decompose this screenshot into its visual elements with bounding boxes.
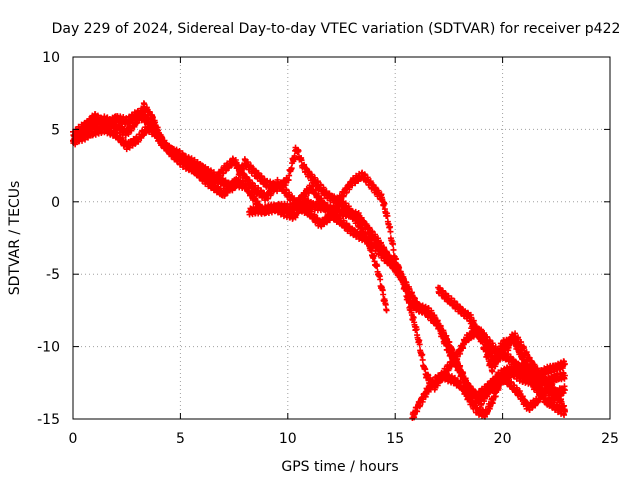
- x-tick-label: 20: [494, 431, 512, 447]
- data-point: [390, 246, 397, 253]
- data-marks: [70, 100, 568, 422]
- x-axis-label: GPS time / hours: [281, 459, 398, 475]
- data-point: [459, 371, 466, 378]
- data-point: [381, 244, 388, 251]
- y-tick-label: -10: [37, 340, 60, 356]
- chart-title: Day 229 of 2024, Sidereal Day-to-day VTE…: [52, 21, 621, 37]
- y-tick-label: 5: [51, 122, 60, 138]
- data-point: [425, 372, 432, 379]
- data-point: [371, 252, 378, 259]
- data-point: [521, 345, 528, 352]
- y-tick-label: -15: [37, 412, 60, 428]
- data-point: [399, 276, 406, 283]
- data-point: [413, 326, 420, 333]
- data-point: [374, 262, 381, 269]
- x-tick-label: 10: [279, 431, 297, 447]
- data-point: [561, 360, 568, 367]
- data-point: [390, 241, 397, 248]
- x-tick-label: 25: [601, 431, 619, 447]
- x-tick-label: 5: [176, 431, 185, 447]
- x-tick-label: 15: [386, 431, 404, 447]
- y-tick-label: 10: [42, 50, 60, 66]
- data-point: [380, 291, 387, 298]
- data-point: [419, 351, 426, 358]
- data-point: [561, 372, 568, 379]
- x-tick-label: 0: [69, 431, 78, 447]
- data-point: [298, 157, 305, 164]
- y-axis-label: SDTVAR / TECUs: [7, 181, 23, 296]
- data-point: [383, 307, 390, 314]
- data-point: [295, 147, 302, 154]
- y-tick-label: -5: [46, 267, 60, 283]
- data-point: [403, 279, 410, 286]
- axes-ticks: 0 5 10 15 20 25 -15 -10 -5 0 5 10: [37, 50, 619, 447]
- plot-frame: [72, 56, 611, 420]
- data-point: [505, 344, 512, 351]
- series-track-7: [467, 318, 566, 400]
- data-point: [141, 101, 148, 108]
- data-point: [416, 341, 423, 348]
- data-point: [495, 385, 502, 392]
- data-point: [377, 276, 384, 283]
- y-tick-label: 0: [51, 195, 60, 211]
- data-point: [492, 363, 499, 370]
- data-point: [559, 387, 566, 394]
- data-point: [437, 325, 444, 332]
- data-point: [419, 356, 426, 363]
- data-point: [249, 190, 256, 197]
- data-point: [558, 398, 565, 405]
- data-point: [286, 172, 293, 179]
- data-point: [561, 407, 568, 414]
- data-point: [288, 165, 295, 172]
- data-point: [381, 200, 388, 207]
- data-point: [384, 212, 391, 219]
- data-point: [402, 287, 409, 294]
- data-point: [387, 228, 394, 235]
